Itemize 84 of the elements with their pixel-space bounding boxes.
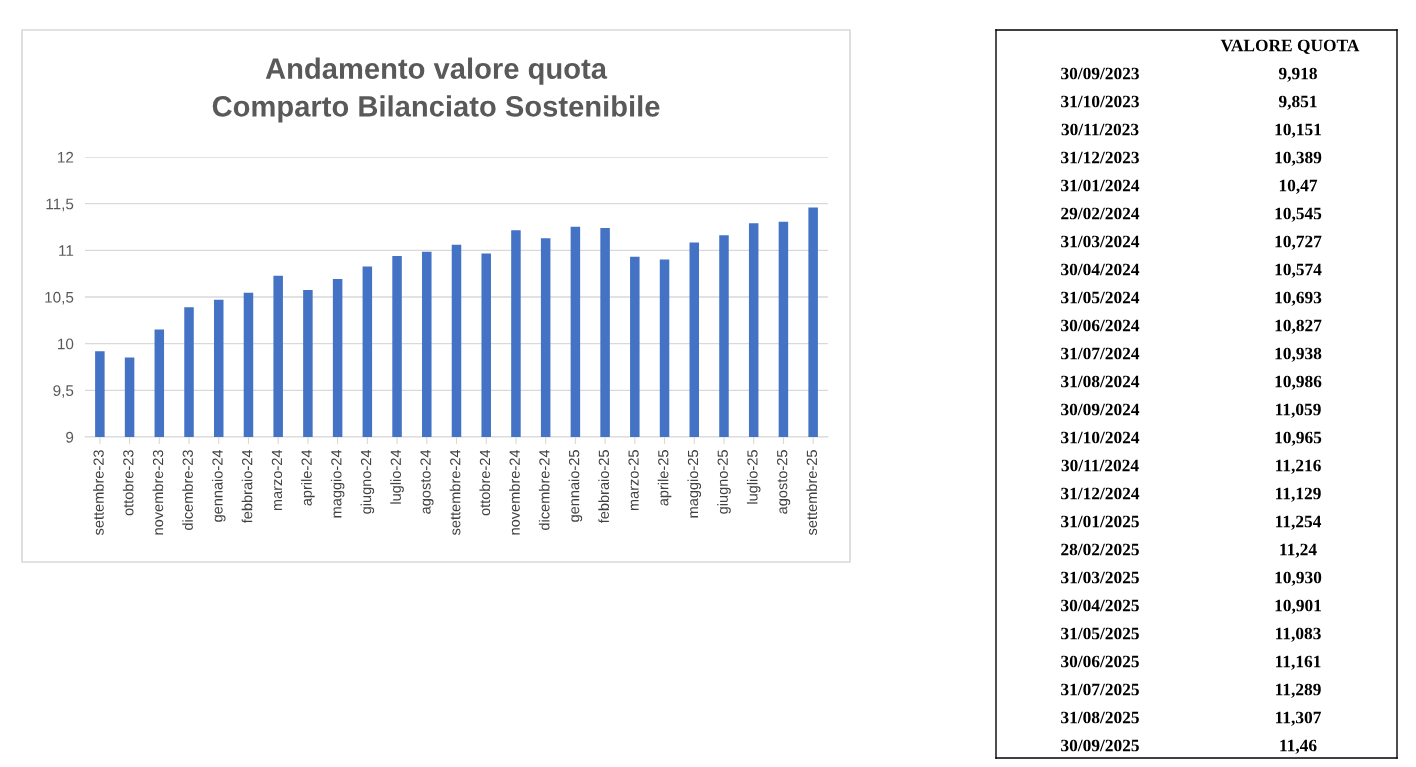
- category-label: 30/06/2025: [1061, 655, 1139, 668]
- text: 11,216: [1276, 459, 1321, 474]
- category-label: 30/09/2023: [1061, 67, 1139, 80]
- x-tick-label: luglio-24: [390, 449, 404, 504]
- text: 11,254: [1276, 515, 1322, 530]
- text: 10,693: [1275, 291, 1322, 306]
- x-tick-label: agosto-25: [777, 450, 791, 514]
- category-label: 31/07/2024: [1061, 347, 1140, 360]
- category-label: 31/10/2023: [1061, 95, 1139, 108]
- category-label: 31/05/2024: [1061, 291, 1140, 304]
- x-tick-label: aprile-24: [301, 449, 315, 506]
- text: 11,083: [1276, 627, 1321, 642]
- category-label: 30/09/2024: [1061, 403, 1140, 416]
- x-tick-label: dicembre-23: [182, 450, 193, 530]
- category-label: 31/01/2025: [1061, 515, 1139, 528]
- category-label: 31/01/2024: [1061, 179, 1140, 192]
- x-tick-label: marzo-24: [271, 449, 283, 511]
- x-tick-label: giugno-24: [360, 449, 375, 514]
- x-tick-label: dicembre-24: [538, 449, 550, 530]
- text: 9,851: [1278, 95, 1317, 110]
- text: 10,986: [1275, 375, 1322, 390]
- x-tick-label: giugno-25: [717, 450, 731, 514]
- x-tick-label: aprile-25: [657, 450, 672, 506]
- y-tick-label: 9,5: [53, 385, 74, 398]
- text: 10,727: [1275, 235, 1322, 250]
- text: 10,938: [1275, 347, 1322, 362]
- x-tick-label: maggio-25: [687, 450, 702, 518]
- text: 10,574: [1275, 263, 1322, 278]
- y-tick-label: 9: [66, 431, 74, 443]
- category-label: 31/07/2025: [1061, 683, 1139, 696]
- category-label: 31/03/2025: [1061, 571, 1139, 584]
- text: 10,151: [1275, 123, 1321, 138]
- text: 11,129: [1276, 487, 1321, 502]
- category-label: 30/06/2024: [1061, 319, 1140, 332]
- x-tick-label: gennaio-24: [211, 449, 226, 522]
- x-tick-label: luglio-25: [746, 450, 761, 504]
- category-label: 30/09/2025: [1061, 739, 1139, 752]
- text: 11,289: [1276, 683, 1321, 698]
- x-tick-label: ottobre-24: [479, 449, 491, 516]
- x-tick-label: marzo-25: [628, 450, 639, 511]
- text: 11,24: [1280, 543, 1317, 558]
- y-tick-label: 12: [58, 151, 74, 163]
- text: 10,901: [1275, 599, 1321, 614]
- category-label: 30/11/2023: [1061, 123, 1139, 136]
- y-tick-label: 11,5: [46, 198, 74, 212]
- category-label: 31/12/2024: [1061, 487, 1140, 500]
- category-label: 31/03/2024: [1061, 235, 1140, 248]
- category-label: 31/08/2024: [1061, 375, 1140, 388]
- text: 10,965: [1275, 431, 1322, 446]
- x-tick-label: novembre-23: [152, 450, 164, 535]
- x-tick-label: settembre-25: [806, 450, 818, 536]
- text: 11,161: [1276, 655, 1321, 670]
- y-tick-label: 11: [59, 245, 74, 256]
- x-tick-label: ottobre-23: [122, 450, 134, 516]
- y-tick-label: 10: [58, 338, 74, 350]
- x-tick-label: agosto-24: [420, 449, 434, 514]
- x-tick-label: novembre-24: [509, 449, 520, 535]
- category-label: 30/04/2024: [1061, 263, 1140, 276]
- x-tick-label: febbraio-25: [598, 450, 610, 524]
- y-tick-label: 10,5: [45, 291, 74, 305]
- x-tick-label: gennaio-25: [568, 450, 583, 522]
- category-label: 31/08/2025: [1061, 711, 1139, 724]
- x-tick-label: febbraio-24: [241, 449, 253, 524]
- text: 9,918: [1278, 67, 1317, 82]
- category-label: 31/10/2024: [1061, 431, 1140, 444]
- category-label: 28/02/2025: [1061, 543, 1139, 556]
- chart-title: Andamento valore quota Comparto Bilanciato Sostenibile: [212, 57, 660, 123]
- text: 10,389: [1275, 151, 1322, 166]
- x-tick-label: settembre-24: [449, 449, 461, 536]
- category-label: 31/12/2023: [1061, 151, 1139, 164]
- text: 10,827: [1275, 319, 1322, 334]
- text: 10,930: [1275, 571, 1322, 586]
- category-label: 30/04/2025: [1061, 599, 1139, 612]
- category-label: 30/11/2024: [1061, 459, 1139, 472]
- category-label: 31/05/2025: [1061, 627, 1139, 640]
- text: 11,059: [1276, 403, 1321, 418]
- text: 11,307: [1276, 711, 1321, 726]
- x-tick-label: maggio-24: [330, 449, 345, 518]
- text: 11,46: [1280, 739, 1317, 754]
- text: VALORE QUOTA: [1220, 39, 1360, 54]
- x-tick-label: settembre-23: [93, 450, 104, 536]
- text: 10,47: [1279, 179, 1318, 194]
- category-label: 29/02/2024: [1061, 207, 1140, 220]
- text: 10,545: [1275, 207, 1322, 222]
